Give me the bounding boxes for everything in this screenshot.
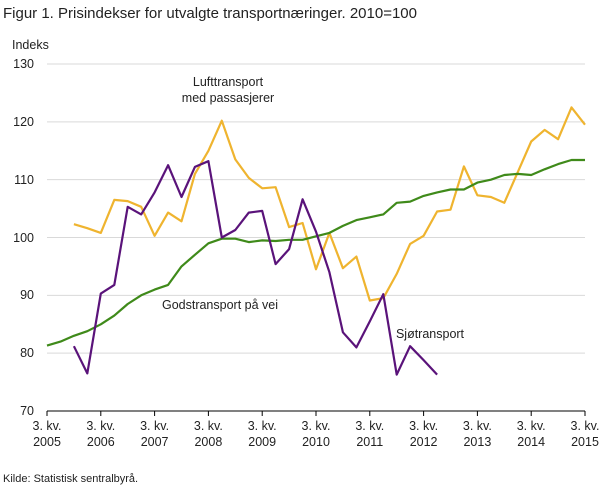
series-label: Godstransport på vei bbox=[161, 298, 279, 312]
x-tick-label: 3. kv. 2009 bbox=[247, 419, 277, 449]
x-tick-label: 3. kv. 2011 bbox=[355, 419, 385, 449]
source: Kilde: Statistisk sentralbyrå. bbox=[3, 473, 139, 485]
x-tick-label: 3. kv. 2006 bbox=[86, 419, 116, 449]
x-tick-label: 3. kv. 2012 bbox=[409, 419, 439, 449]
series-line bbox=[72, 160, 438, 376]
chart-title: Figur 1. Prisindekser for utvalgte trans… bbox=[3, 5, 417, 22]
x-tick-label: 3. kv. 2005 bbox=[32, 419, 62, 449]
y-tick-label: 130 bbox=[13, 57, 34, 71]
y-tick-label: 120 bbox=[13, 114, 34, 129]
y-tick-label: 80 bbox=[20, 346, 34, 361]
x-tick-label: 3. kv. 2010 bbox=[301, 419, 331, 449]
y-tick-label: 70 bbox=[20, 404, 34, 418]
x-tick-label: 3. kv. 2007 bbox=[140, 419, 170, 449]
y-axis-label: Indeks bbox=[12, 38, 49, 52]
series-line bbox=[46, 158, 585, 347]
y-tick-label: 100 bbox=[13, 230, 34, 245]
x-tick-label: 3. kv. 2015 bbox=[570, 419, 600, 449]
x-tick-label: 3. kv. 2014 bbox=[516, 419, 546, 449]
x-tick-label: 3. kv. 2008 bbox=[193, 419, 223, 449]
y-tick-label: 110 bbox=[14, 172, 34, 187]
y-tick-label: 90 bbox=[20, 288, 34, 303]
series-label: Sjøtransport bbox=[395, 327, 465, 341]
series-label: Lufttransport med passasjerer bbox=[181, 75, 275, 105]
x-tick-label: 3. kv. 2013 bbox=[462, 419, 492, 449]
